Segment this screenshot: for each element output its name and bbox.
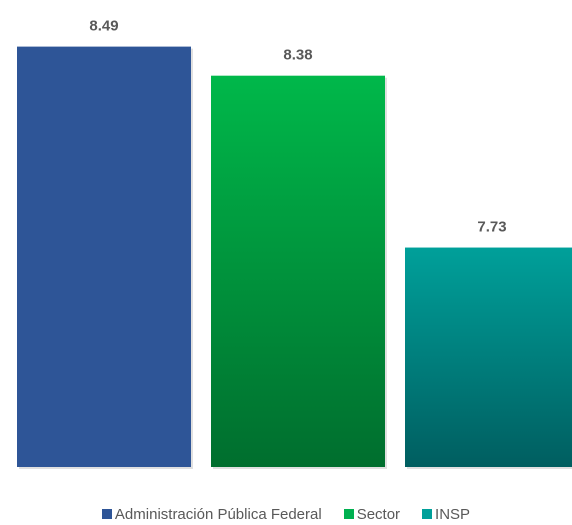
value-label-sector: 8.38 — [283, 47, 312, 64]
bar-insp[interactable] — [405, 247, 572, 467]
bar-sector[interactable] — [211, 75, 385, 468]
legend-label-insp: INSP — [435, 505, 471, 523]
legend-swatch-insp — [422, 509, 433, 519]
bars-layer — [17, 46, 572, 470]
bar-administracion-publica-federal[interactable] — [17, 46, 191, 467]
value-label-insp: 7.73 — [477, 219, 506, 236]
value-label-administracion-publica-federal: 8.49 — [89, 18, 118, 35]
value-labels-layer: 8.49 8.38 7.73 — [89, 18, 506, 236]
chart-legend: Administración Pública Federal Sector IN… — [0, 504, 572, 524]
legend-label-administracion-publica-federal: Administración Pública Federal — [114, 505, 322, 523]
legend-item-insp[interactable]: INSP — [422, 506, 470, 523]
legend-item-administracion-publica-federal[interactable]: Administración Pública Federal — [101, 505, 322, 523]
legend-item-sector[interactable]: Sector — [343, 505, 401, 523]
legend-swatch-sector — [343, 509, 354, 519]
bar-chart: 8.49 8.38 7.73 — [17, 18, 572, 470]
legend-swatch-administracion-publica-federal — [101, 509, 112, 519]
legend-label-sector: Sector — [356, 505, 401, 523]
